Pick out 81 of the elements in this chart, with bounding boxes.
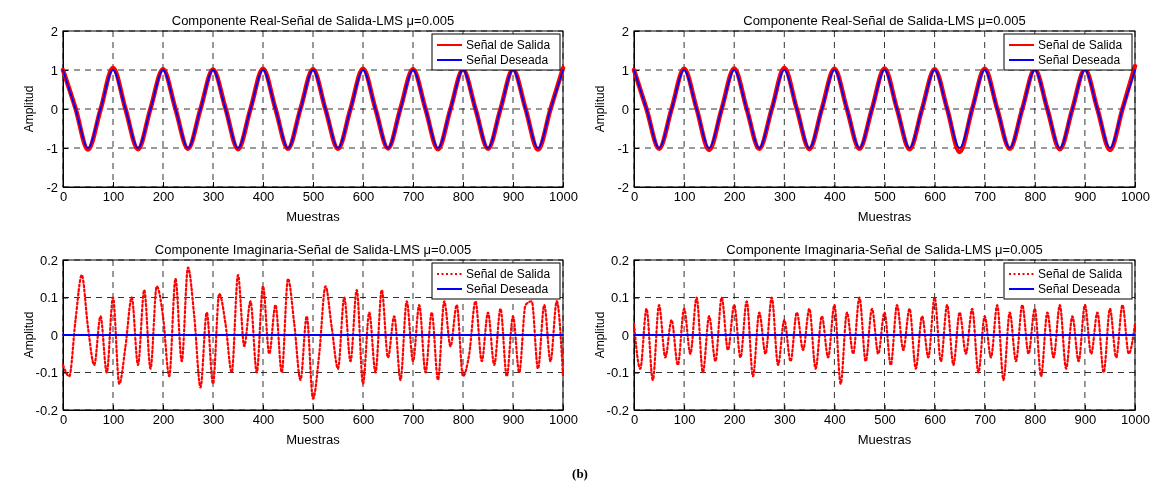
x-tick-label: 1000 xyxy=(1121,189,1150,205)
legend-label: Señal Deseada xyxy=(1038,53,1121,67)
y-tick-label: 2 xyxy=(621,23,629,39)
x-axis-title: Muestras xyxy=(857,209,912,224)
x-tick-label: 800 xyxy=(452,412,475,428)
y-tick-label: 0.1 xyxy=(610,290,629,306)
x-tick-label: 600 xyxy=(352,189,375,205)
y-axis-title: Amplitud xyxy=(593,85,607,133)
x-tick-label: 200 xyxy=(152,412,175,428)
x-tick-label: 500 xyxy=(302,189,325,205)
x-tick-label: 200 xyxy=(723,189,746,205)
x-tick-label: 900 xyxy=(502,412,525,428)
x-tick-label: 600 xyxy=(352,412,375,428)
y-tick-label: -1 xyxy=(46,140,58,156)
y-tick-label: -2 xyxy=(46,179,58,195)
y-axis-title: Amplitud xyxy=(22,311,36,359)
x-tick-label: 700 xyxy=(402,189,425,205)
y-tick-label: 0.1 xyxy=(39,290,58,306)
y-tick-label: 0 xyxy=(621,327,629,343)
x-tick-label: 100 xyxy=(673,189,696,205)
x-tick-label: 500 xyxy=(874,189,896,205)
x-tick-label: 900 xyxy=(502,189,525,205)
x-tick-label: 400 xyxy=(252,189,275,205)
y-tick-label: 1 xyxy=(50,62,58,78)
y-tick-label: -1 xyxy=(617,140,629,156)
y-tick-label: 1 xyxy=(621,62,629,78)
y-tick-label: -0.1 xyxy=(606,365,629,381)
x-tick-label: 600 xyxy=(924,412,946,428)
x-tick-label: 400 xyxy=(252,412,275,428)
x-tick-label: 400 xyxy=(824,189,846,205)
x-tick-label: 700 xyxy=(974,412,997,428)
x-tick-label: 100 xyxy=(102,412,125,428)
y-tick-label: -0.2 xyxy=(606,402,629,418)
x-tick-label: 200 xyxy=(152,189,175,205)
y-tick-label: 0 xyxy=(50,327,58,343)
y-tick-label: 0 xyxy=(50,101,58,117)
x-tick-label: 800 xyxy=(1024,189,1047,205)
y-tick-label: 2 xyxy=(50,23,58,39)
x-tick-label: 800 xyxy=(452,189,475,205)
x-axis-title: Muestras xyxy=(857,432,912,447)
x-tick-label: 600 xyxy=(924,189,946,205)
text: (b) xyxy=(572,466,588,481)
chart-title: Componente Real-Señal de Salida-LMS μ=0.005 xyxy=(743,13,1026,28)
x-tick-label: 700 xyxy=(402,412,425,428)
x-tick-label: 1000 xyxy=(549,189,578,205)
x-tick-label: 900 xyxy=(1074,412,1097,428)
y-axis-title: Amplitud xyxy=(593,311,607,359)
x-tick-label: 400 xyxy=(824,412,846,428)
y-axis-title: Amplitud xyxy=(22,85,36,133)
x-tick-label: 1000 xyxy=(1121,412,1150,428)
legend-label: Señal de Salida xyxy=(1038,267,1123,281)
x-tick-label: 100 xyxy=(673,412,696,428)
legend-label: Señal Deseada xyxy=(466,53,549,67)
x-tick-label: 800 xyxy=(1024,412,1047,428)
chart-title: Componente Real-Señal de Salida-LMS μ=0.005 xyxy=(171,13,455,28)
y-tick-label: 0 xyxy=(621,101,629,117)
chart-title: Componente Imaginaria-Señal de Salida-LMS μ=0.005 xyxy=(726,242,1043,257)
y-tick-label: -0.1 xyxy=(35,365,58,381)
y-tick-label: -2 xyxy=(617,179,629,195)
x-tick-label: 300 xyxy=(202,412,225,428)
y-tick-label: -0.2 xyxy=(35,402,58,418)
legend-label: Señal de Salida xyxy=(466,38,551,52)
chart-title: Componente Imaginaria-Señal de Salida-LMS μ=0.005 xyxy=(154,242,472,257)
x-tick-label: 300 xyxy=(773,412,796,428)
x-tick-label: 900 xyxy=(1074,189,1097,205)
x-tick-label: 500 xyxy=(302,412,325,428)
x-tick-label: 100 xyxy=(102,189,125,205)
legend-label: Señal Deseada xyxy=(1038,282,1121,296)
legend-label: Señal de Salida xyxy=(1038,38,1123,52)
x-tick-label: 300 xyxy=(202,189,225,205)
x-tick-label: 300 xyxy=(773,189,796,205)
legend-label: Señal de Salida xyxy=(466,267,551,281)
y-tick-label: 0.2 xyxy=(39,252,58,268)
x-axis-title: Muestras xyxy=(286,432,341,447)
legend-label: Señal Deseada xyxy=(466,282,549,296)
x-tick-label: 700 xyxy=(974,189,997,205)
x-tick-label: 200 xyxy=(723,412,746,428)
y-tick-label: 0.2 xyxy=(610,252,629,268)
x-tick-label: 1000 xyxy=(549,412,578,428)
x-axis-title: Muestras xyxy=(286,209,341,224)
x-tick-label: 500 xyxy=(874,412,896,428)
